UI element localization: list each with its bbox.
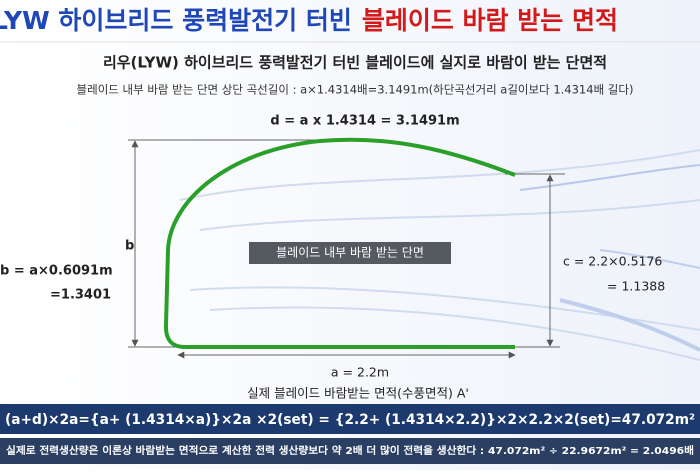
b-formula: b = a×0.6091m: [0, 264, 113, 279]
subtitle: 리우(LYW) 하이브리드 풍력발전기 터빈 블레이드에 실지로 바람이 받는 …: [103, 54, 607, 72]
a-label: a = 2.2m: [331, 365, 389, 380]
c-value: = 1.1388: [607, 279, 665, 294]
area-caption: 실제 블레이드 바람받는 면적(수풍면적) A': [247, 386, 469, 401]
formula-band: [0, 404, 700, 434]
description: 블레이드 내부 바람 받는 단면 상단 곡선길이 : a×1.4314배=3.1…: [77, 83, 634, 97]
footer-band: [0, 438, 700, 464]
formula: (a+d)×2a={a+ (1.4314×a)}×2a ×2(set) = {2…: [5, 412, 695, 428]
header-title-blue: LYW 하이브리드 풍력발전기 터빈: [0, 6, 352, 35]
header-title: LYW 하이브리드 풍력발전기 터빈 블레이드 바람 받는 면적: [0, 6, 618, 35]
wind-streaks: [179, 149, 700, 361]
header-title-red: 블레이드 바람 받는 면적: [362, 6, 618, 35]
center-label: 블레이드 내부 바람 받는 단면: [276, 246, 424, 260]
b-symbol: b: [125, 239, 134, 254]
blade-section-outline: [163, 137, 516, 349]
b-value: =1.3401: [50, 288, 111, 303]
d-label: d = a x 1.4314 = 3.1491m: [270, 114, 459, 129]
footer-text: 실제로 전력생산량은 이론상 바람받는 면적으로 계산한 전력 생산량보다 약 …: [6, 444, 694, 457]
c-formula: c = 2.2×0.5176: [563, 254, 662, 269]
center-label-box: [249, 242, 451, 264]
